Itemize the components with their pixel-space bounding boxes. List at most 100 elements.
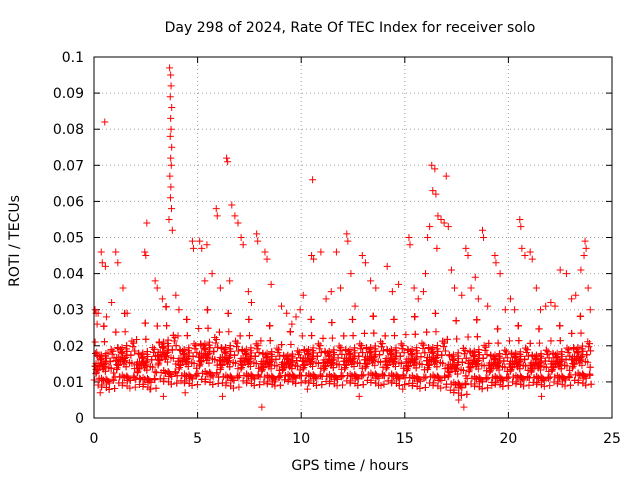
data-point: [256, 373, 264, 381]
data-point: [557, 365, 565, 373]
data-point: [95, 374, 103, 382]
data-point: [268, 372, 276, 380]
data-point: [471, 273, 479, 281]
data-point: [101, 359, 109, 367]
data-point: [113, 357, 121, 365]
data-point: [328, 334, 336, 342]
data-point: [391, 332, 399, 340]
data-point: [131, 383, 139, 391]
data-point: [167, 154, 175, 162]
data-point: [168, 143, 176, 151]
data-point: [167, 114, 175, 122]
data-point: [558, 356, 566, 364]
data-point: [275, 346, 283, 354]
data-point: [254, 342, 262, 350]
data-point: [143, 348, 151, 356]
data-point: [208, 270, 216, 278]
data-point: [408, 382, 416, 390]
data-point: [545, 354, 553, 362]
data-point: [96, 389, 104, 397]
data-point: [100, 338, 108, 346]
data-point: [547, 337, 555, 345]
data-point: [271, 382, 279, 390]
data-point: [428, 161, 436, 169]
data-point: [473, 333, 481, 341]
data-point: [284, 377, 292, 385]
data-point: [584, 284, 592, 292]
data-point: [412, 364, 420, 372]
data-point: [281, 376, 289, 384]
data-point: [473, 316, 481, 324]
data-point: [304, 349, 312, 357]
data-point: [397, 359, 405, 367]
data-point: [460, 350, 468, 358]
data-point: [261, 248, 269, 256]
data-point: [119, 284, 127, 292]
data-point: [546, 382, 554, 390]
data-point: [215, 328, 223, 336]
data-point: [284, 370, 292, 378]
data-point: [452, 381, 460, 389]
data-point: [133, 336, 141, 344]
data-point: [470, 351, 478, 359]
data-point: [357, 345, 365, 353]
data-point: [106, 357, 114, 365]
data-point: [547, 360, 555, 368]
data-point: [581, 237, 589, 245]
data-point: [431, 165, 439, 173]
data-point: [466, 348, 474, 356]
data-point: [267, 357, 275, 365]
data-point: [454, 370, 462, 378]
data-point: [283, 354, 291, 362]
data-point: [509, 378, 517, 386]
data-point: [159, 338, 167, 346]
data-point: [360, 371, 368, 379]
data-point: [160, 352, 168, 360]
x-tick-label: 0: [90, 431, 99, 447]
y-tick-label: 0.09: [53, 86, 84, 102]
data-point: [452, 317, 460, 325]
data-point: [228, 201, 236, 209]
data-point: [195, 353, 203, 361]
data-point: [114, 344, 122, 352]
data-point: [455, 396, 463, 404]
data-point: [309, 176, 317, 184]
data-point: [312, 381, 320, 389]
data-point: [577, 329, 585, 337]
data-point: [231, 212, 239, 220]
data-point: [546, 373, 554, 381]
data-point: [120, 355, 128, 363]
data-point: [332, 248, 340, 256]
data-point: [355, 352, 363, 360]
data-point: [486, 359, 494, 367]
data-point: [241, 347, 249, 355]
data-point: [535, 325, 543, 333]
data-point: [194, 369, 202, 377]
data-point: [344, 347, 352, 355]
data-point: [436, 375, 444, 383]
data-point: [300, 363, 308, 371]
data-point: [251, 352, 259, 360]
data-point: [584, 338, 592, 346]
data-point: [222, 343, 230, 351]
data-point: [555, 374, 563, 382]
data-point: [446, 361, 454, 369]
data-point: [278, 302, 286, 310]
data-point: [432, 328, 440, 336]
data-point: [380, 380, 388, 388]
data-point: [383, 363, 391, 371]
data-point: [398, 345, 406, 353]
data-point: [153, 284, 161, 292]
data-point: [237, 361, 245, 369]
data-point: [213, 212, 221, 220]
data-point: [112, 248, 120, 256]
data-point: [141, 319, 149, 327]
data-point: [433, 363, 441, 371]
data-point: [299, 357, 307, 365]
data-point: [239, 354, 247, 362]
data-point: [153, 322, 161, 330]
data-point: [169, 331, 177, 339]
data-point: [397, 340, 405, 348]
data-point: [311, 373, 319, 381]
data-point: [316, 342, 324, 350]
